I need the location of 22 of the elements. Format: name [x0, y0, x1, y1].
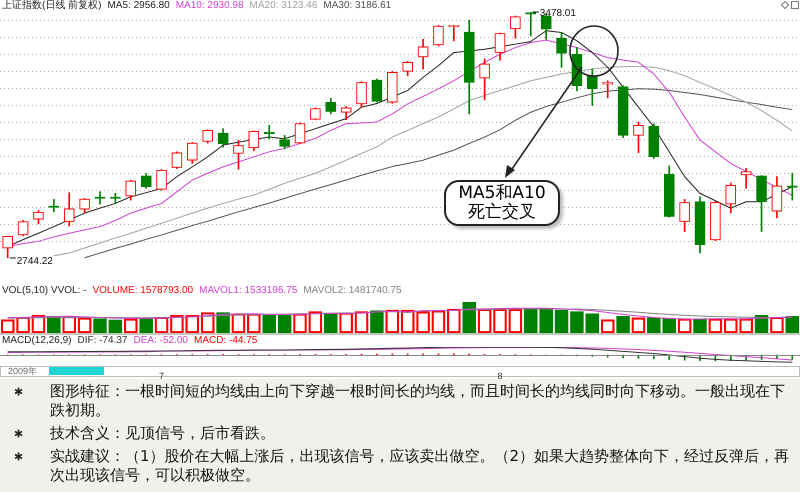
- annotation: MA5和A10 死亡交叉: [444, 180, 560, 226]
- series-label: MAVOL1: 1533196.75: [199, 285, 298, 296]
- series-label: DEA: -52.00: [134, 335, 188, 346]
- x-axis-title: 2009年: [8, 366, 38, 376]
- series-label: MAVOL2: 1481740.75: [303, 285, 402, 296]
- annotation: 2744.22: [16, 256, 54, 267]
- text: MA5: 2956.80: [107, 0, 170, 11]
- text: 实战建议：（1）股价在大幅上涨后，出现该信号，应该卖出做空。（2）如果大趋势整体向下，经过反弹后，再次出现该信号，可以积极做空。: [50, 447, 790, 485]
- chart-title: MACD(12,26,9): [2, 335, 72, 346]
- chart-title: VOL(5,10) VVOL: -: [2, 285, 86, 296]
- series-label: VOLUME: 1578793.00: [92, 285, 194, 296]
- chart-title: 上证指数(日线 前复权): [2, 0, 102, 11]
- x-tick-label: 7: [159, 370, 164, 381]
- text: MA20: 3123.46: [250, 0, 318, 11]
- text: MA30: 3186.61: [323, 0, 392, 11]
- series-label: DIF: -74.37: [77, 335, 128, 346]
- x-tick-label: 8: [497, 370, 503, 381]
- annotation: 3478.01: [540, 8, 576, 19]
- text: MA10: 2930.98: [176, 0, 244, 11]
- series-label: MACD: -44.75: [194, 335, 258, 346]
- text: 技术含义：见顶信号，后市看跌。: [50, 424, 276, 443]
- text: 图形特征：一根时间短的均线由上向下穿越一根时间长的均线，而且时间长的均线同时向下移动。一般出现在下跌初期。: [50, 382, 786, 420]
